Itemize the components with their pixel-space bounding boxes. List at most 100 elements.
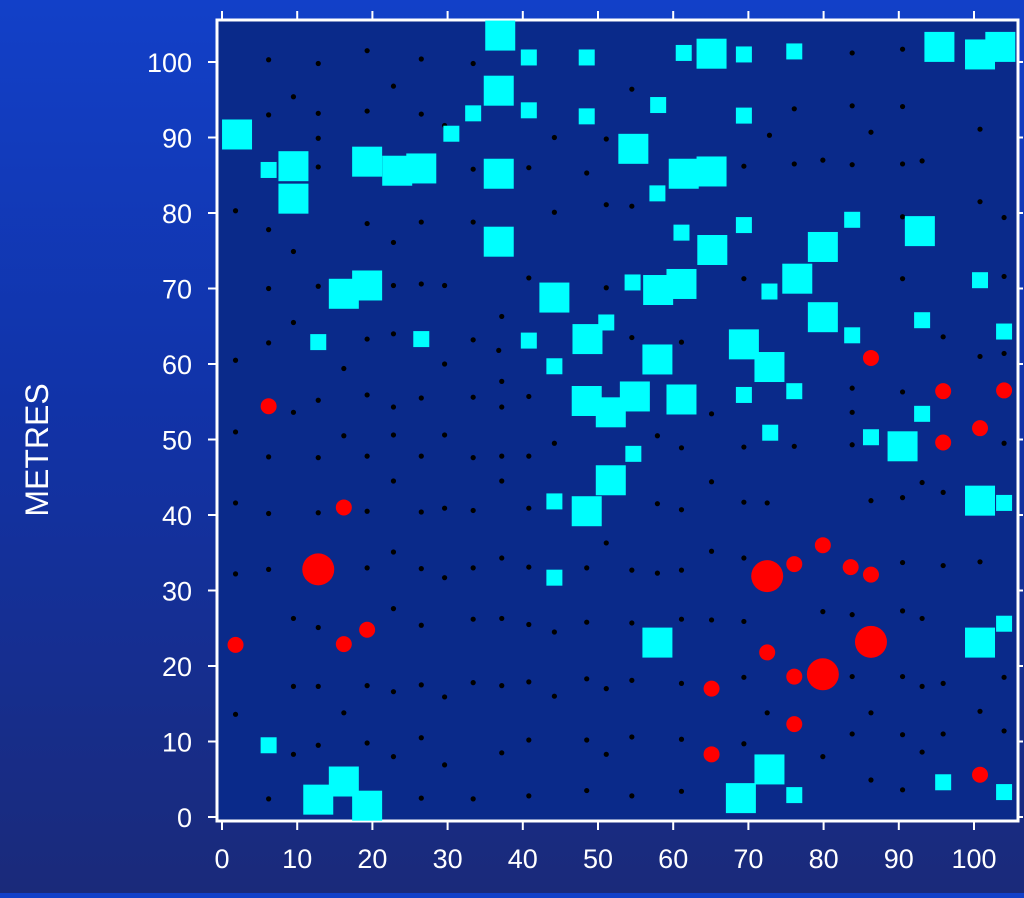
dot-mark — [499, 750, 505, 756]
square-mark — [996, 615, 1013, 632]
square-mark — [762, 424, 779, 441]
dot-mark — [678, 736, 685, 742]
square-mark — [619, 381, 650, 412]
dot-mark — [977, 199, 983, 205]
square-mark — [649, 185, 666, 202]
dot-mark — [708, 411, 715, 417]
dot-mark — [868, 710, 874, 716]
x-tick-label: 70 — [733, 844, 763, 874]
dot-mark — [654, 570, 661, 576]
dot-mark — [849, 612, 855, 618]
square-mark — [483, 75, 514, 106]
dot-mark — [584, 737, 590, 743]
dot-mark — [441, 282, 448, 289]
square-mark — [303, 784, 334, 815]
dot-mark — [499, 404, 505, 410]
chart-marks — [222, 20, 1016, 821]
dot-mark — [629, 677, 635, 683]
dot-mark — [232, 711, 239, 717]
dot-mark — [441, 762, 448, 768]
dot-mark — [849, 50, 855, 56]
dot-mark — [470, 680, 476, 686]
dot-mark — [899, 787, 906, 793]
dot-mark — [315, 742, 321, 748]
circle-mark — [335, 636, 352, 653]
dot-mark — [266, 566, 272, 572]
dot-mark — [741, 555, 747, 561]
dot-mark — [266, 796, 272, 802]
square-mark — [578, 108, 595, 125]
square-mark — [807, 231, 838, 262]
circle-mark — [335, 499, 352, 516]
circle-mark — [759, 644, 776, 661]
dot-mark — [390, 83, 397, 89]
square-mark — [483, 158, 514, 189]
dot-mark — [603, 686, 609, 692]
dot-mark — [499, 313, 505, 320]
dot-mark — [470, 796, 476, 802]
dot-mark — [290, 248, 297, 255]
circle-mark — [260, 398, 277, 415]
square-mark — [666, 384, 697, 415]
dot-mark — [526, 165, 532, 171]
dot-mark — [266, 510, 272, 517]
square-mark — [278, 183, 309, 214]
dot-mark — [849, 385, 855, 391]
dot-mark — [470, 337, 476, 343]
square-mark — [965, 485, 996, 516]
dot-mark — [940, 680, 946, 686]
y-tick-label: 20 — [162, 652, 192, 682]
dot-mark — [470, 616, 476, 622]
x-tick-label: 80 — [809, 844, 839, 874]
dot-mark — [390, 404, 397, 410]
dot-mark — [390, 478, 397, 484]
dot-mark — [1001, 728, 1007, 734]
dot-mark — [470, 565, 476, 571]
dot-mark — [470, 60, 476, 67]
dot-mark — [741, 674, 747, 680]
square-mark — [735, 217, 752, 234]
dot-mark — [849, 162, 855, 168]
square-mark — [965, 627, 996, 658]
dot-mark — [678, 680, 685, 686]
dot-mark — [741, 741, 747, 747]
dot-mark — [629, 203, 635, 209]
dot-mark — [584, 787, 590, 794]
dot-mark — [603, 202, 609, 208]
square-mark — [673, 224, 690, 241]
square-mark — [844, 327, 861, 344]
square-mark — [972, 272, 989, 289]
dot-mark — [364, 508, 370, 514]
dot-mark — [603, 751, 609, 757]
dot-mark — [849, 103, 855, 109]
square-mark — [571, 496, 602, 527]
dot-mark — [764, 500, 770, 506]
dot-mark — [341, 710, 347, 716]
dot-mark — [364, 336, 370, 342]
dot-mark — [1001, 214, 1007, 221]
square-mark — [935, 774, 952, 791]
circle-mark — [302, 553, 335, 586]
dot-mark — [418, 111, 424, 117]
square-mark — [485, 20, 516, 51]
square-mark — [595, 465, 626, 496]
square-mark — [650, 97, 667, 114]
dot-mark — [629, 734, 635, 740]
dot-mark — [919, 749, 925, 755]
dot-mark — [418, 395, 424, 401]
y-tick-label: 50 — [162, 426, 192, 456]
square-mark — [598, 314, 615, 331]
dot-mark — [526, 564, 532, 570]
dot-mark — [470, 507, 476, 514]
circle-mark — [935, 434, 952, 451]
dot-mark — [766, 132, 773, 138]
dot-mark — [266, 285, 272, 292]
dot-mark — [899, 732, 906, 738]
dot-mark — [741, 276, 747, 282]
dot-mark — [526, 453, 532, 459]
square-mark — [572, 324, 603, 355]
circle-mark — [972, 420, 989, 437]
dot-mark — [266, 454, 272, 460]
dot-mark — [584, 676, 590, 682]
dot-mark — [418, 56, 424, 62]
